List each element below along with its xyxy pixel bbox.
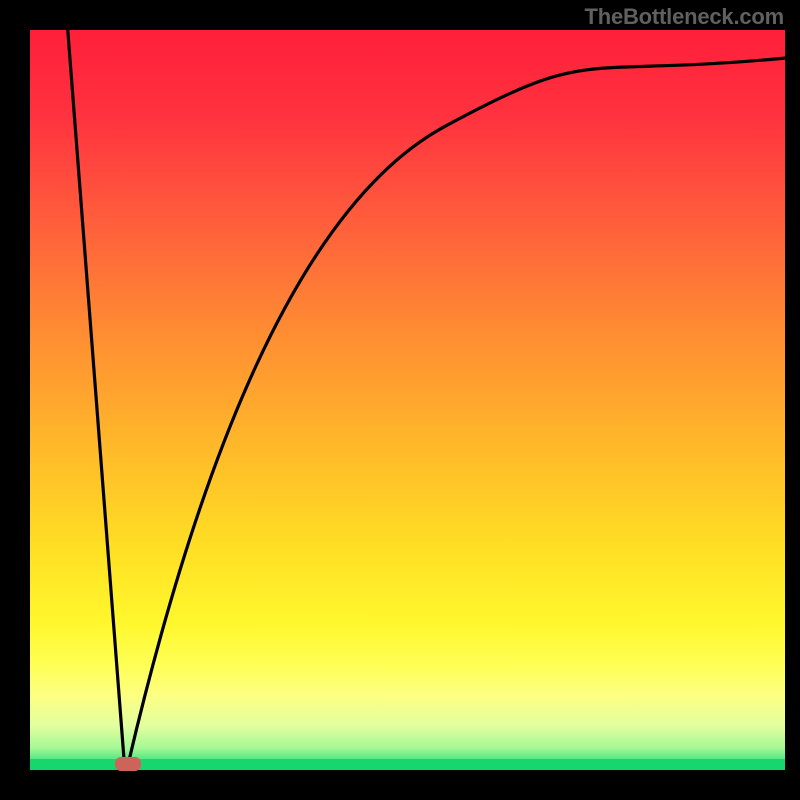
valley-marker (115, 757, 141, 771)
watermark: TheBottleneck.com (584, 4, 784, 30)
bottleneck-curve (30, 30, 785, 770)
curve-path (68, 30, 785, 764)
plot-area (30, 30, 785, 770)
chart-container: TheBottleneck.com (0, 0, 800, 800)
